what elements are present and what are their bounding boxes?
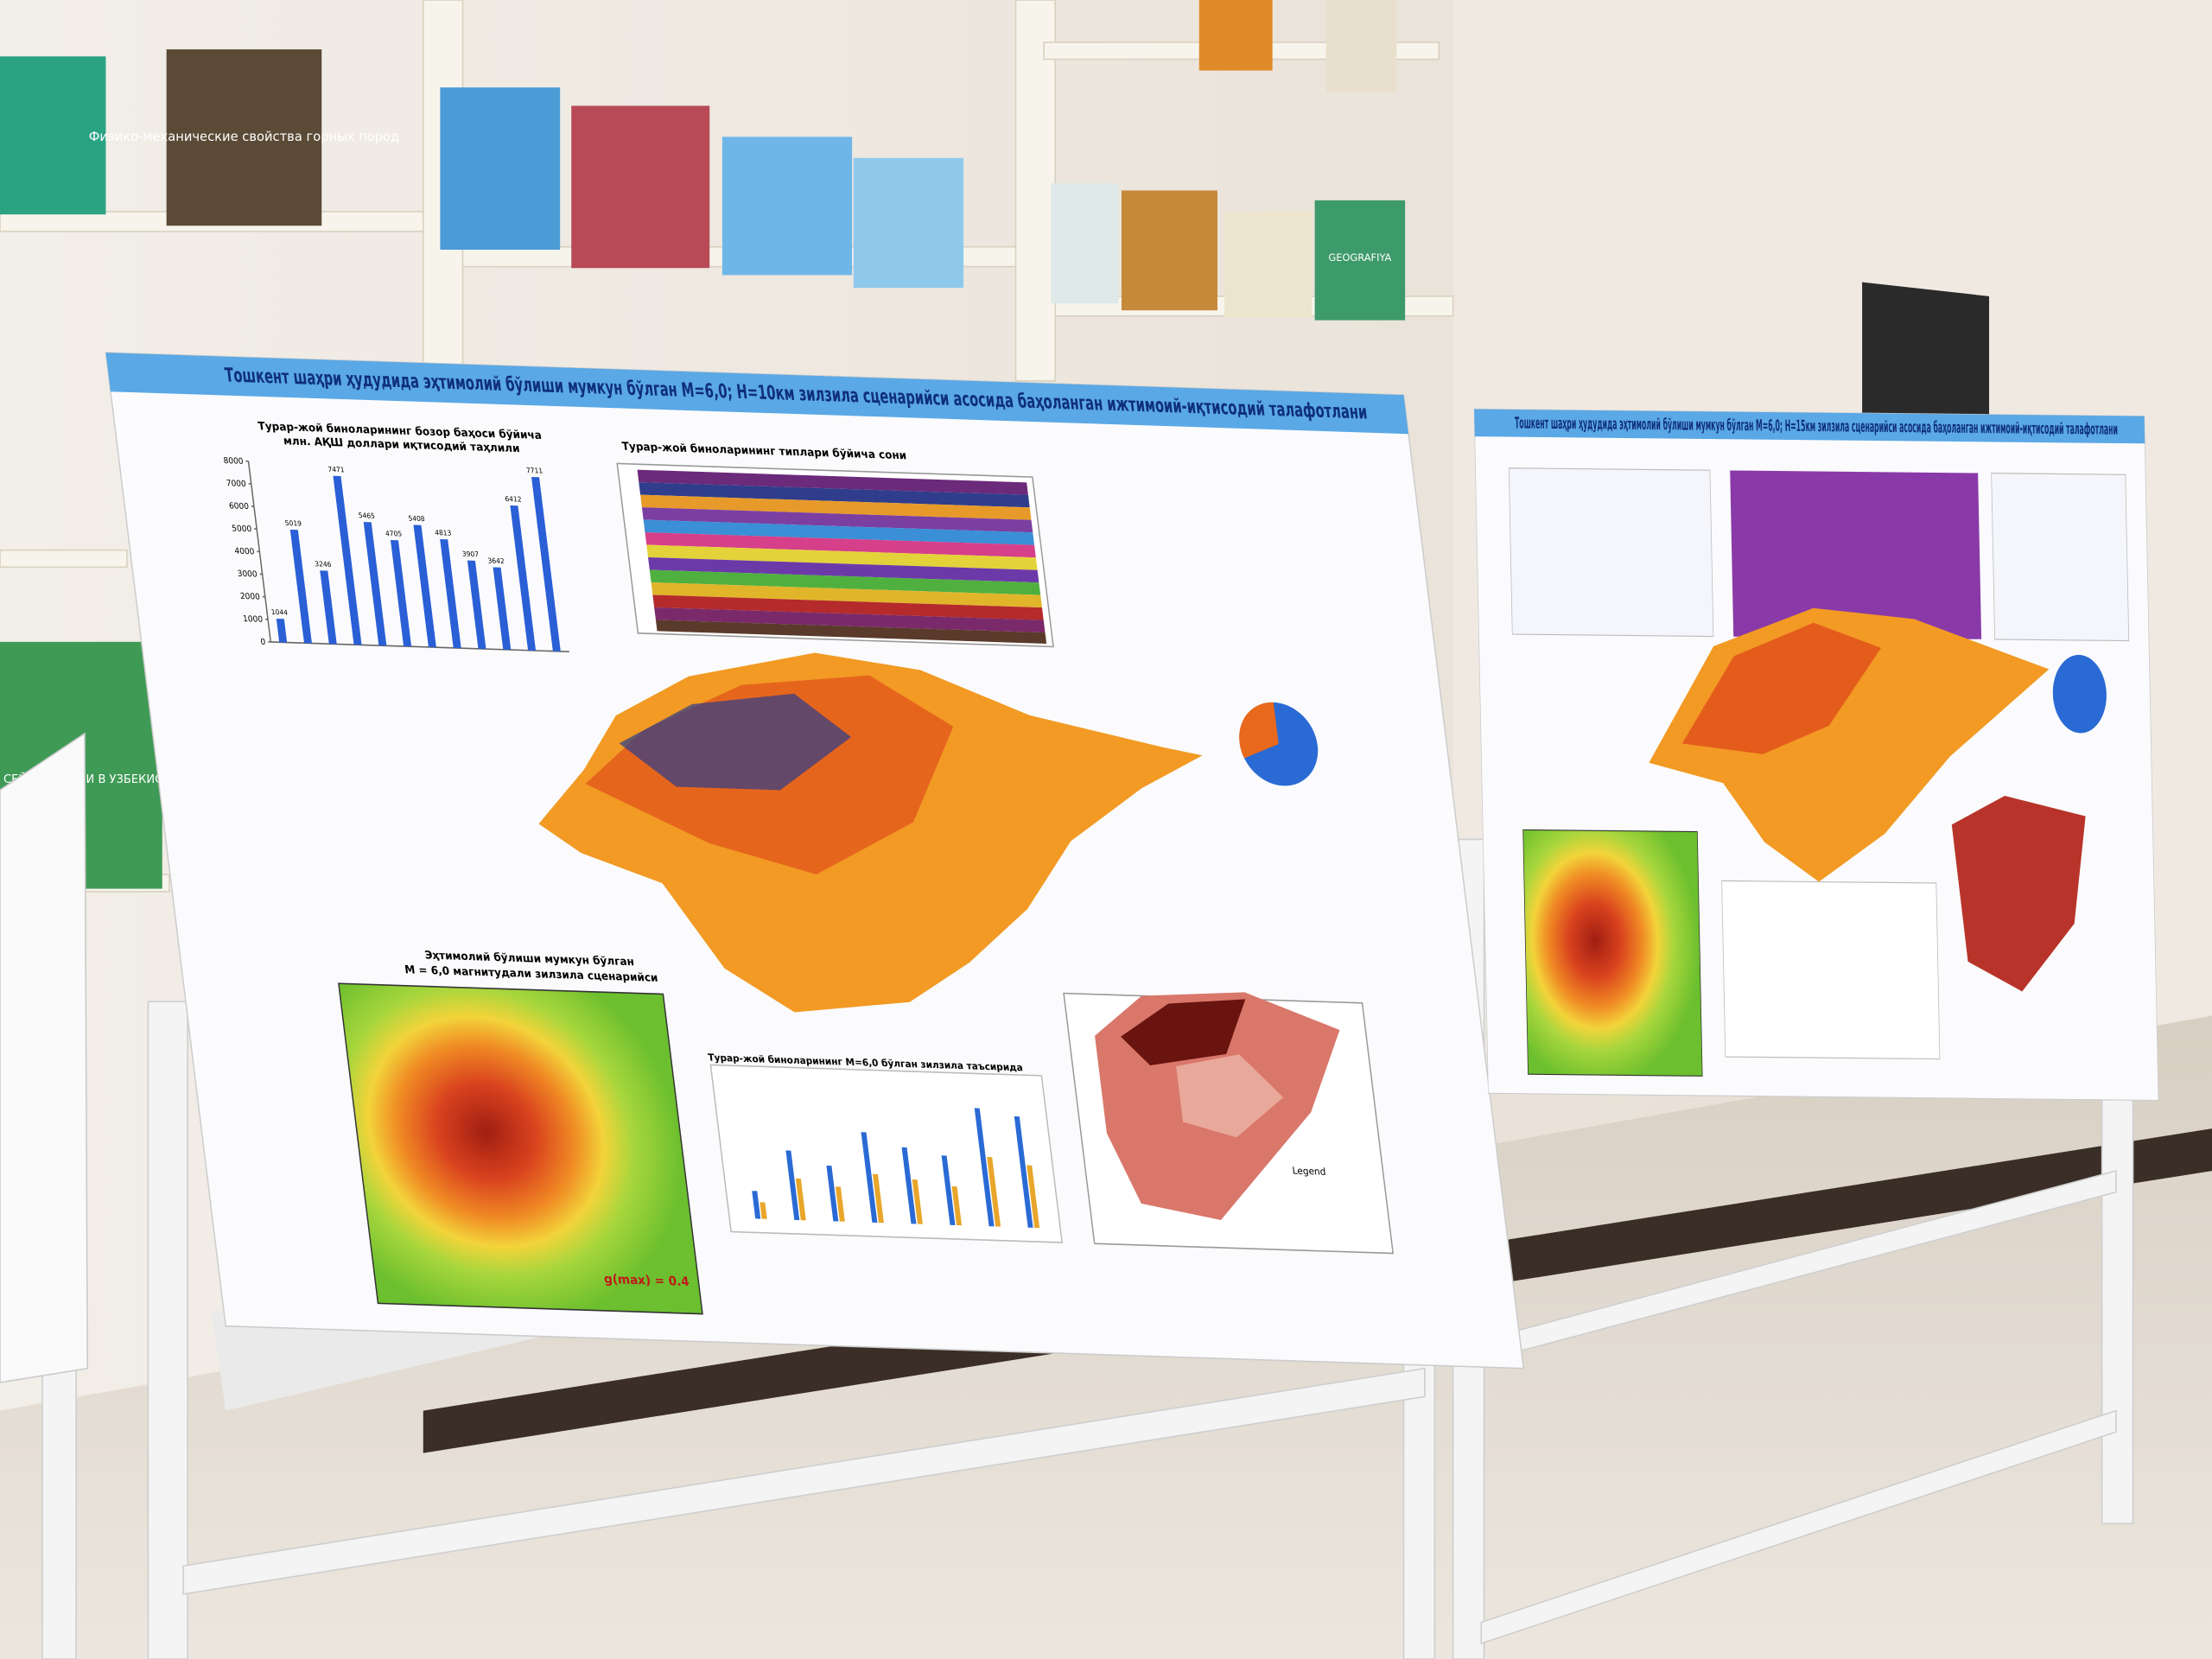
book-title: Физико-механические свойства горных поро… [89,130,399,144]
data-label: 3907 [461,550,479,558]
city-map-zone [1681,622,1882,754]
data-label: 5408 [408,514,425,523]
bar [440,538,461,649]
legend-title: Legend [1292,1165,1326,1178]
axis [247,461,272,642]
bar [333,475,362,645]
y-tick-label: 2000 [239,592,260,602]
bar [531,476,561,652]
hazard-map [1522,829,1703,1077]
chart-panel [1508,467,1714,638]
bar [276,618,288,643]
title-bar [1474,409,2145,444]
bar [413,524,436,648]
data-label: 7471 [327,466,345,474]
title-bar [105,353,1409,435]
bar [390,539,412,647]
hazard-note: g(max) = 0.4 [603,1273,690,1290]
data-label: 3642 [487,556,505,565]
pie-slice [1239,702,1279,759]
y-tick-label: 7000 [226,479,246,489]
data-label: 5019 [284,519,302,528]
left-poster [0,732,89,1383]
y-tick-label: 8000 [223,456,244,467]
choropleth [1951,796,2086,992]
y-tick-label: 3000 [237,569,257,580]
bar [467,560,486,650]
book-title: GEOGRAFIYA [1328,251,1391,264]
bar [320,570,337,645]
axis [270,641,569,653]
pie-chart [2052,654,2107,734]
books: Физико-механические свойства горных поро… [0,0,1406,889]
y-tick-label: 6000 [228,501,249,512]
data-label: 7711 [526,467,543,475]
hazard-map [338,982,703,1315]
y-tick-label: 5000 [232,524,252,534]
data-label: 3246 [315,560,332,569]
data-label: 6412 [505,495,522,504]
bar [363,522,387,646]
city-map-zone [619,693,852,791]
data-label: 4705 [385,530,402,538]
damage-bars [752,1108,1040,1229]
bar [289,529,312,644]
bar [510,505,537,651]
type-table [1730,470,1982,639]
data-label: 1044 [270,608,288,617]
damage-chart [1721,880,1941,1060]
data-label: 5465 [358,512,375,520]
y-tick-label: 4000 [234,546,255,556]
bar-chart: 0 1000 2000 3000 4000 5000 6000 7000 8000 1044 501… [223,456,569,653]
choropleth-zone [1176,1054,1284,1138]
y-tick-label: 1000 [243,614,264,625]
data-label: 4813 [435,529,452,537]
chart-panel [1991,473,2130,642]
bar [493,567,512,651]
poster: Тошкент шаҳри ҳудудида эҳтимолий бўлиши … [105,352,1525,1370]
poster: Тошкент шаҳри ҳудудида эҳтимолий бўлиши … [1473,408,2159,1102]
y-tick-label: 0 [260,638,266,648]
type-stripes [637,469,1047,644]
choropleth-zone [1121,999,1246,1065]
